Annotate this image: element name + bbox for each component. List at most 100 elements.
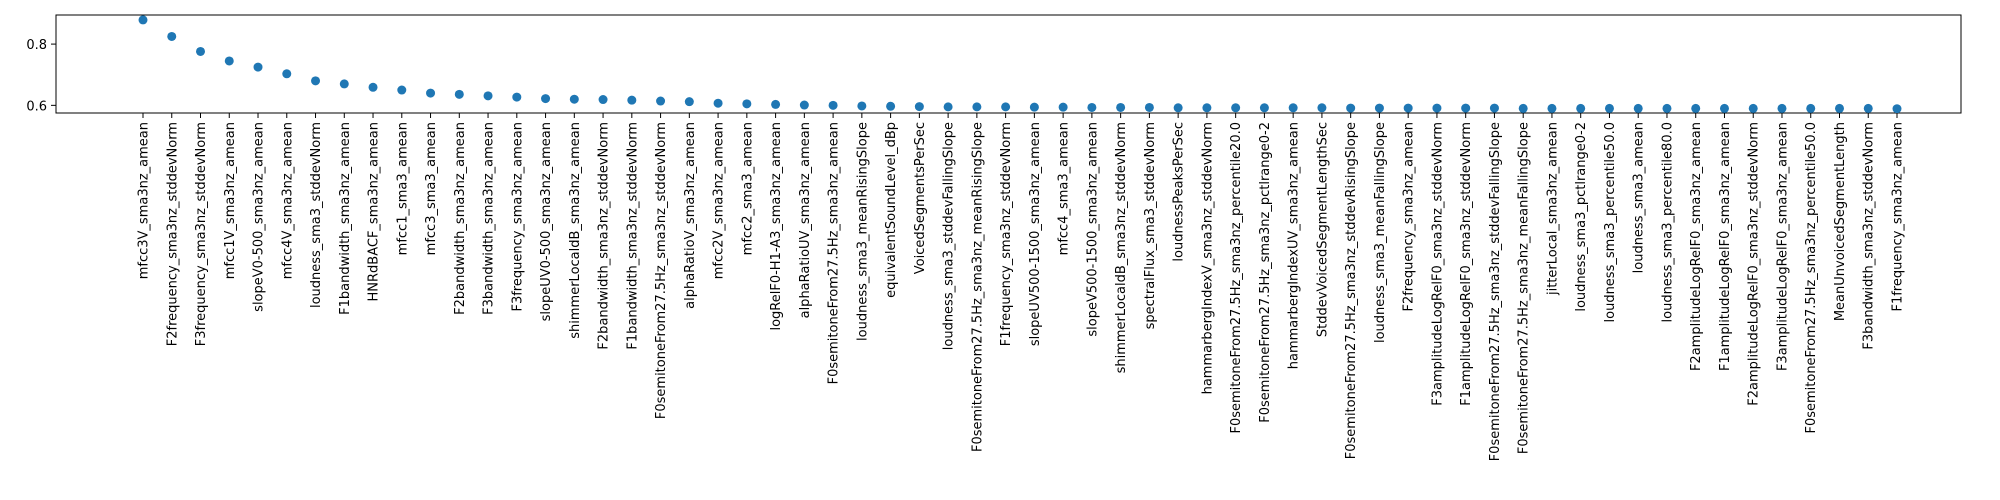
x-tick-label: F2bandwidth_sma3nz_amean bbox=[453, 122, 468, 315]
y-tick-label: 0.6 bbox=[26, 99, 47, 114]
data-point bbox=[972, 102, 982, 112]
x-tick-label: F2amplitudeLogRelF0_sma3nz_amean bbox=[1689, 122, 1704, 371]
data-point bbox=[224, 56, 234, 66]
data-point bbox=[857, 101, 867, 111]
data-point bbox=[569, 94, 579, 104]
x-tick-label: F3bandwidth_sma3nz_amean bbox=[482, 122, 497, 315]
data-point bbox=[426, 88, 436, 98]
x-tick-label: loudness_sma3_meanRisingSlope bbox=[855, 122, 870, 341]
data-point bbox=[167, 31, 177, 41]
data-point bbox=[1317, 103, 1327, 113]
data-point bbox=[1547, 103, 1557, 113]
data-point bbox=[1144, 102, 1154, 112]
data-point bbox=[512, 92, 522, 102]
data-point bbox=[1346, 103, 1356, 113]
x-tick-label: loudness_sma3_stddevFallingSlope bbox=[942, 122, 957, 350]
data-point bbox=[1288, 103, 1298, 113]
data-point bbox=[483, 91, 493, 101]
data-point bbox=[1576, 103, 1586, 113]
data-point bbox=[138, 15, 148, 25]
data-point bbox=[1834, 103, 1844, 113]
x-tick-label: F3amplitudeLogRelF0_sma3nz_amean bbox=[1775, 122, 1790, 371]
x-tick-label: F0semitoneFrom27.5Hz_sma3nz_percentile50… bbox=[1804, 122, 1819, 434]
x-tick-label: F0semitoneFrom27.5Hz_sma3nz_stddevNorm bbox=[654, 122, 669, 419]
x-tick-label: F0semitoneFrom27.5Hz_sma3nz_amean bbox=[827, 122, 842, 384]
data-point bbox=[196, 46, 206, 56]
x-tick-label: loudness_sma3_amean bbox=[1632, 122, 1647, 273]
x-tick-label: F3frequency_sma3nz_stddevNorm bbox=[194, 122, 209, 346]
data-point bbox=[311, 76, 321, 86]
data-point bbox=[454, 89, 464, 99]
x-tick-label: loudness_sma3_stddevNorm bbox=[309, 122, 324, 308]
x-tick-label: loudness_sma3_pctlrange0-2 bbox=[1574, 122, 1589, 312]
x-tick-label: F2frequency_sma3nz_amean bbox=[1402, 122, 1417, 312]
x-tick-label: mfcc4_sma3_amean bbox=[1057, 122, 1072, 255]
data-point bbox=[1662, 103, 1672, 113]
x-tick-label: F1bandwidth_sma3nz_stddevNorm bbox=[625, 122, 640, 350]
data-point bbox=[1259, 103, 1269, 113]
data-point bbox=[282, 69, 292, 79]
x-tick-label: F3frequency_sma3nz_amean bbox=[510, 122, 525, 312]
x-tick-label: alphaRatioUV_sma3nz_amean bbox=[798, 122, 813, 318]
data-point bbox=[1029, 102, 1039, 112]
x-tick-label: equivalentSoundLevel_dBp bbox=[884, 122, 899, 298]
x-tick-label: mfcc2_sma3_amean bbox=[740, 122, 755, 255]
data-point bbox=[1001, 102, 1011, 112]
x-tick-label: F0semitoneFrom27.5Hz_sma3nz_stddevRising… bbox=[1344, 122, 1359, 459]
x-tick-label: F0semitoneFrom27.5Hz_sma3nz_stddevFallin… bbox=[1488, 122, 1503, 461]
data-point bbox=[598, 95, 608, 105]
data-point bbox=[886, 101, 896, 111]
x-tick-label: logRelF0-H1-A3_sma3nz_amean bbox=[769, 122, 784, 331]
data-point bbox=[1116, 102, 1126, 112]
data-point bbox=[1058, 102, 1068, 112]
data-point bbox=[253, 62, 263, 72]
data-point bbox=[1087, 102, 1097, 112]
y-tick-label: 0.8 bbox=[26, 38, 47, 53]
x-tick-label: spectralFlux_sma3_stddevNorm bbox=[1143, 122, 1158, 329]
x-tick-label: slopeUV0-500_sma3nz_amean bbox=[539, 122, 554, 321]
plot-area-frame bbox=[55, 14, 1962, 114]
data-point bbox=[1777, 103, 1787, 113]
x-tick-label: mfcc3V_sma3nz_amean bbox=[137, 122, 152, 279]
x-tick-label: loudness_sma3_percentile80.0 bbox=[1660, 122, 1675, 322]
x-tick-label: F0semitoneFrom27.5Hz_sma3nz_percentile20… bbox=[1229, 122, 1244, 434]
x-tick-label: shimmerLocaldB_sma3nz_amean bbox=[568, 122, 583, 339]
data-point bbox=[1691, 103, 1701, 113]
data-point bbox=[1231, 103, 1241, 113]
data-point bbox=[1518, 103, 1528, 113]
x-tick-label: F1frequency_sma3nz_stddevNorm bbox=[999, 122, 1014, 346]
x-tick-label: VoicedSegmentsPerSec bbox=[913, 122, 928, 274]
x-tick-label: F3amplitudeLogRelF0_sma3nz_stddevNorm bbox=[1430, 122, 1445, 406]
x-tick-label: loudness_sma3_percentile50.0 bbox=[1603, 122, 1618, 322]
x-tick-label: mfcc4V_sma3nz_amean bbox=[280, 122, 295, 279]
x-tick-label: F1bandwidth_sma3nz_amean bbox=[338, 122, 353, 315]
data-point bbox=[368, 82, 378, 92]
x-tick-label: MeanUnvoicedSegmentLength bbox=[1833, 122, 1848, 321]
x-tick-label: StddevVoicedSegmentLengthSec bbox=[1315, 122, 1330, 337]
x-tick-label: mfcc1_sma3_amean bbox=[395, 122, 410, 255]
x-tick-label: slopeV0-500_sma3nz_amean bbox=[252, 122, 267, 312]
data-point bbox=[1489, 103, 1499, 113]
x-tick-label: mfcc3_sma3_amean bbox=[424, 122, 439, 255]
x-tick-label: hammarbergIndexUV_sma3nz_amean bbox=[1287, 122, 1302, 369]
x-tick-label: jitterLocal_sma3nz_amean bbox=[1545, 122, 1560, 296]
x-tick-label: F1frequency_sma3nz_amean bbox=[1891, 122, 1906, 312]
data-point bbox=[914, 102, 924, 112]
x-tick-label: F2frequency_sma3nz_stddevNorm bbox=[165, 122, 180, 346]
x-tick-label: loudnessPeaksPerSec bbox=[1172, 122, 1187, 262]
data-point bbox=[713, 98, 723, 108]
data-points bbox=[138, 15, 1902, 114]
data-point bbox=[339, 79, 349, 89]
data-point bbox=[771, 99, 781, 109]
data-point bbox=[799, 100, 809, 110]
y-axis: 0.6 0.8 bbox=[26, 38, 56, 114]
data-point bbox=[1202, 103, 1212, 113]
data-point bbox=[541, 94, 551, 104]
data-point bbox=[1374, 103, 1384, 113]
data-point bbox=[943, 102, 953, 112]
x-tick-label: F1amplitudeLogRelF0_sma3nz_stddevNorm bbox=[1459, 122, 1474, 406]
x-tick-label: F3bandwidth_sma3nz_stddevNorm bbox=[1862, 122, 1877, 350]
x-tick-label: alphaRatioV_sma3nz_amean bbox=[683, 122, 698, 309]
data-point bbox=[1173, 103, 1183, 113]
